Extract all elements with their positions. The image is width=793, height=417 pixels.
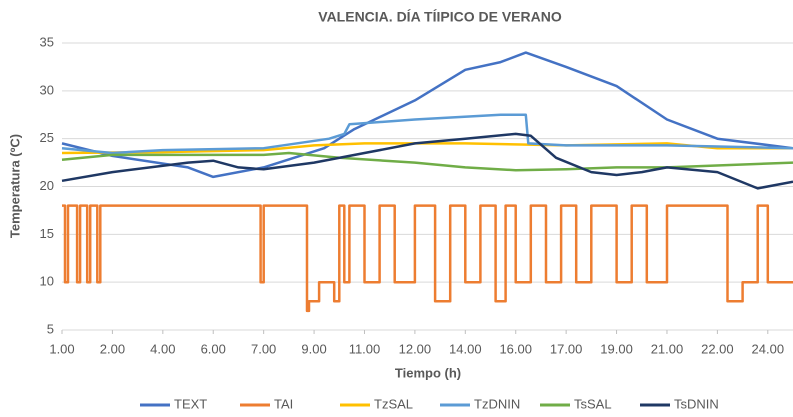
y-tick-label: 5: [47, 321, 54, 336]
x-tick-label: 24.00: [752, 341, 785, 356]
x-tick-label: 12.00: [399, 341, 432, 356]
x-tick-label: 6.00: [201, 341, 226, 356]
y-tick-label: 10: [40, 274, 54, 289]
x-tick-label: 1.00: [49, 341, 74, 356]
legend-label: TsDNIN: [674, 396, 719, 411]
x-tick-label: 19.00: [600, 341, 633, 356]
x-tick-label: 2.00: [100, 341, 125, 356]
y-axis-label: Temperatura (ºC): [7, 134, 22, 238]
x-tick-label: 16.00: [499, 341, 532, 356]
series-line: [62, 204, 793, 313]
legend-label: TzDNIN: [474, 396, 520, 411]
chart-title: VALENCIA. DÍA TÍIPICO DE VERANO: [318, 9, 562, 25]
legend-label: TAI: [274, 396, 293, 411]
x-tick-label: 11.00: [349, 341, 381, 356]
y-tick-label: 30: [40, 82, 54, 97]
series-line: [61, 51, 793, 179]
x-tick-label: 14.00: [449, 341, 482, 356]
x-tick-label: 4.00: [150, 341, 175, 356]
y-tick-label: 25: [40, 130, 54, 145]
x-tick-label: 21.00: [651, 341, 684, 356]
legend-label: TzSAL: [374, 396, 413, 411]
legend-label: TsSAL: [574, 396, 612, 411]
legend-label: TEXT: [174, 396, 207, 411]
series-line: [61, 113, 793, 155]
series-line: [61, 151, 793, 172]
x-axis-label: Tiempo (h): [395, 365, 461, 380]
x-tick-label: 9.00: [301, 341, 326, 356]
y-tick-label: 20: [40, 178, 54, 193]
series-line: [61, 132, 793, 190]
y-tick-label: 35: [40, 34, 54, 49]
x-tick-label: 17.00: [550, 341, 583, 356]
y-tick-label: 15: [40, 226, 54, 241]
x-tick-label: 7.00: [251, 341, 276, 356]
x-tick-label: 22.00: [701, 341, 734, 356]
